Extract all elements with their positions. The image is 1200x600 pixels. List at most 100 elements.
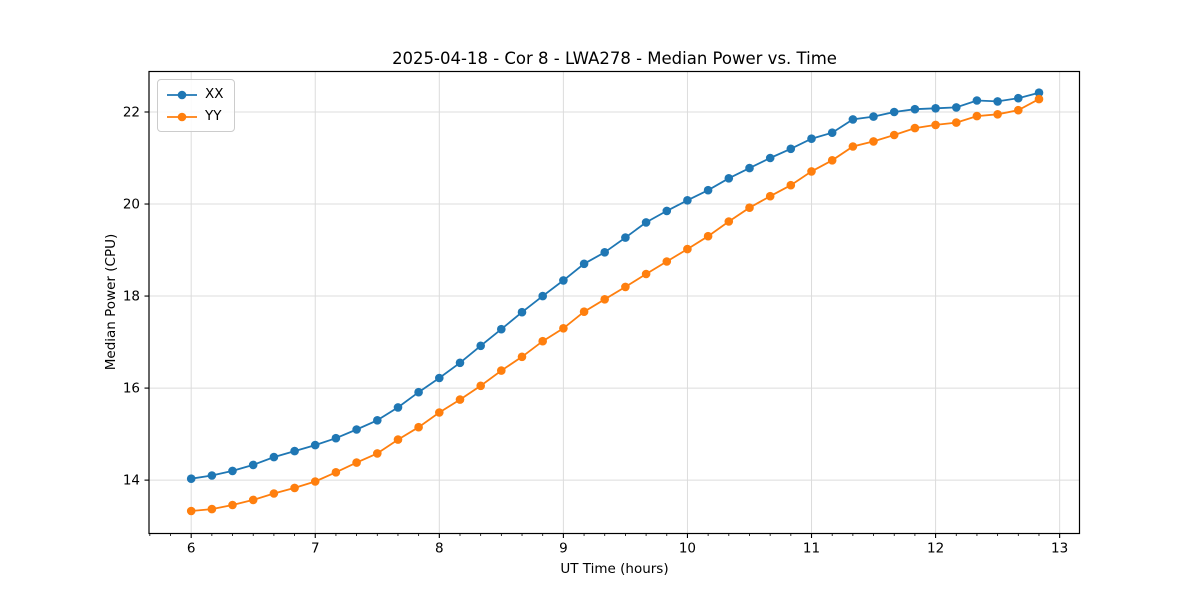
data-point	[910, 123, 920, 133]
data-point	[600, 248, 609, 257]
data-point	[331, 468, 341, 477]
data-point	[579, 259, 589, 269]
data-point	[931, 120, 940, 130]
data-point	[1014, 105, 1023, 115]
series-yy	[186, 94, 1044, 516]
data-point	[724, 217, 734, 226]
data-point	[724, 174, 734, 183]
data-point	[1014, 93, 1023, 103]
data-point	[703, 185, 713, 195]
legend-label-xx: XX	[205, 86, 224, 102]
data-point	[228, 466, 237, 476]
data-point	[290, 483, 299, 493]
data-point	[827, 128, 837, 137]
data-point	[621, 282, 630, 292]
data-point	[414, 422, 423, 432]
data-point	[703, 231, 713, 241]
data-point	[269, 489, 279, 498]
data-point	[476, 381, 486, 391]
data-point	[786, 144, 796, 154]
x-tick-label: 13	[1051, 541, 1068, 557]
data-point	[497, 366, 506, 375]
data-point	[538, 291, 547, 301]
legend-entry-yy: YY	[166, 107, 224, 126]
data-point	[435, 408, 444, 417]
data-point	[414, 387, 423, 397]
data-point	[827, 156, 837, 165]
y-tick-label: 18	[123, 289, 140, 305]
data-point	[393, 403, 403, 412]
data-point	[435, 373, 444, 383]
data-point	[186, 474, 196, 484]
x-tick-label: 9	[559, 541, 568, 557]
data-point	[373, 416, 382, 425]
data-point	[848, 115, 858, 124]
x-tick-label: 11	[803, 541, 820, 557]
data-point	[600, 295, 609, 304]
data-point	[559, 276, 568, 285]
legend: XX YY	[157, 79, 235, 132]
x-axis-label: UT Time (hours)	[560, 561, 669, 577]
data-point	[517, 352, 527, 362]
legend-marker-yy-icon	[167, 112, 197, 121]
y-tick-label: 16	[123, 381, 140, 397]
series-xx	[186, 88, 1044, 484]
data-point	[889, 130, 899, 140]
data-point	[972, 96, 982, 105]
x-tick-label: 8	[435, 541, 444, 557]
data-point	[869, 112, 878, 121]
data-point	[248, 460, 258, 470]
data-point	[848, 142, 858, 151]
data-point	[207, 504, 217, 514]
data-point	[579, 307, 589, 317]
data-point	[269, 452, 279, 462]
data-point	[310, 477, 320, 486]
data-point	[683, 244, 692, 254]
data-point	[786, 180, 796, 190]
data-point	[352, 425, 361, 434]
data-point	[373, 449, 382, 458]
data-point	[952, 118, 961, 127]
data-point	[331, 433, 341, 443]
x-tick-label: 10	[679, 541, 696, 557]
y-axis-label: Median Power (CPU)	[103, 233, 119, 371]
data-point	[662, 257, 672, 266]
data-point	[455, 395, 465, 404]
y-tick-label: 20	[123, 197, 140, 213]
data-point	[662, 206, 672, 216]
y-tick-label: 22	[123, 104, 140, 120]
data-point	[497, 324, 506, 334]
data-point	[807, 167, 816, 176]
data-point	[538, 336, 547, 346]
data-point	[393, 435, 403, 444]
data-point	[745, 203, 754, 212]
data-point	[910, 104, 920, 114]
data-point	[559, 324, 568, 333]
data-point	[186, 506, 196, 516]
data-point	[807, 134, 816, 143]
y-tick-label: 14	[123, 473, 140, 489]
data-point	[931, 104, 940, 113]
data-point	[290, 446, 299, 456]
data-point	[952, 103, 961, 112]
data-point	[993, 97, 1002, 106]
data-point	[207, 471, 217, 480]
legend-marker-xx-icon	[167, 90, 197, 99]
x-tick-label: 12	[927, 541, 944, 557]
data-point	[993, 110, 1002, 119]
data-point	[228, 500, 237, 510]
data-point	[621, 233, 630, 242]
data-point	[641, 269, 651, 279]
data-point	[248, 495, 258, 505]
data-point	[1034, 88, 1044, 97]
data-point	[352, 458, 361, 467]
x-tick-label: 7	[311, 541, 320, 557]
plot-border	[148, 70, 1081, 535]
legend-label-yy: YY	[205, 108, 222, 124]
data-point	[889, 107, 899, 117]
data-point	[1034, 94, 1044, 104]
data-point	[765, 191, 775, 201]
data-point	[517, 307, 527, 317]
data-point	[641, 218, 651, 227]
